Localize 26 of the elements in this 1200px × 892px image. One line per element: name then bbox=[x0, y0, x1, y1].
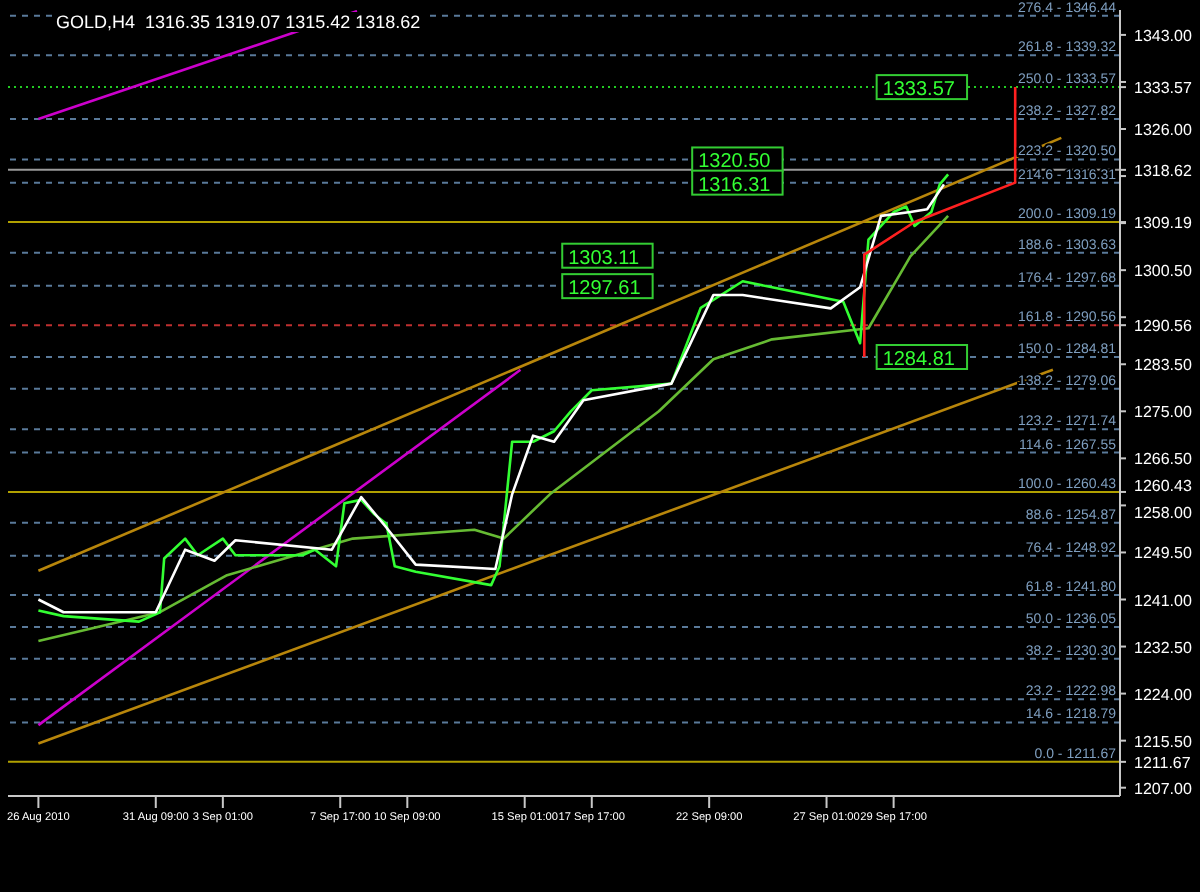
y-tick-label: 1224.00 bbox=[1134, 685, 1193, 704]
y-tick-label: 1326.00 bbox=[1134, 121, 1193, 140]
y-tick-label: 1343.00 bbox=[1134, 26, 1193, 45]
annotation: 1284.81 bbox=[882, 349, 956, 371]
y-tick-label: 1215.50 bbox=[1134, 732, 1193, 751]
y-tick-label: 1258.00 bbox=[1134, 504, 1193, 523]
y-tick-label: 1232.50 bbox=[1134, 638, 1193, 657]
y-tick-label: 1260.43 bbox=[1134, 476, 1193, 495]
y-tick-label: 1318.62 bbox=[1134, 161, 1193, 180]
y-tick-label: 1211.67 bbox=[1134, 753, 1192, 772]
annotation: 1320.50 bbox=[698, 151, 772, 174]
y-tick-label: 1207.00 bbox=[1134, 779, 1193, 798]
annotation: 1303.11 bbox=[568, 247, 640, 270]
y-tick-label: 1249.50 bbox=[1134, 544, 1193, 563]
y-tick-label: 1266.50 bbox=[1134, 450, 1193, 469]
annotation: 1316.31 bbox=[698, 174, 772, 197]
y-tick-label: 1309.19 bbox=[1134, 214, 1193, 233]
y-tick-label: 1333.57 bbox=[1134, 79, 1193, 98]
y-tick-label: 1241.00 bbox=[1134, 591, 1193, 610]
y-tick-label: 1300.50 bbox=[1134, 262, 1193, 281]
annotation: 1297.61 bbox=[568, 278, 642, 301]
y-tick-label: 1275.00 bbox=[1134, 403, 1193, 422]
annotation: 1333.57 bbox=[882, 79, 956, 102]
y-tick-label: 1290.56 bbox=[1134, 317, 1193, 336]
y-tick-label: 1283.50 bbox=[1134, 356, 1193, 375]
chart-title: GOLD,H4 1316.35 1319.07 1315.42 1318.62 bbox=[52, 12, 425, 32]
